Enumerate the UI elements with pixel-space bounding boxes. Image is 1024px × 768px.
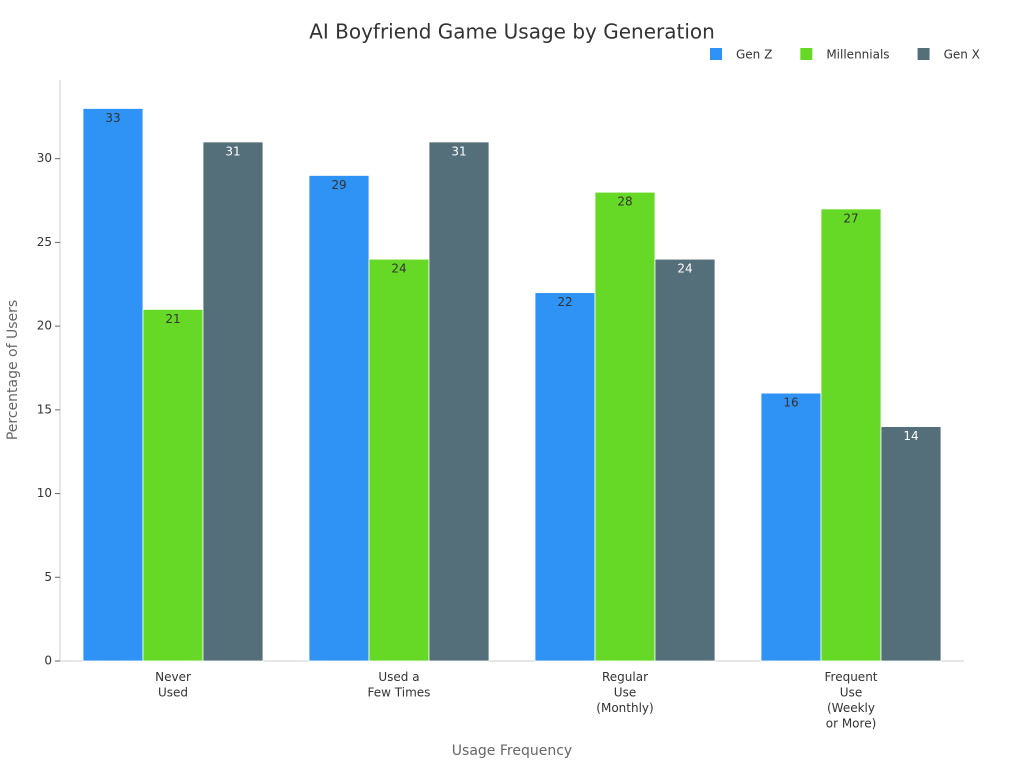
- value-label: 31: [451, 144, 466, 158]
- bar: [308, 175, 370, 662]
- x-axis-title: Usage Frequency: [452, 743, 572, 759]
- value-label: 31: [225, 144, 240, 158]
- legend-swatch: [710, 48, 722, 60]
- value-label: 16: [783, 396, 798, 410]
- legend-label: Gen Z: [736, 48, 772, 62]
- x-tick-label: Used a Few Times: [368, 670, 431, 700]
- legend-label: Gen X: [944, 48, 980, 62]
- value-label: 14: [903, 429, 918, 443]
- x-tick-label: Regular Use (Monthly): [596, 670, 653, 715]
- y-tick-label: 15: [37, 402, 52, 416]
- bar: [820, 208, 882, 662]
- y-tick-label: 10: [37, 486, 52, 500]
- value-label: 24: [677, 262, 692, 276]
- y-tick-label: 25: [37, 235, 52, 249]
- x-tick-label: Frequent Use (Weekly or More): [825, 670, 878, 731]
- y-tick-label: 20: [37, 319, 52, 333]
- bar: [368, 258, 430, 662]
- y-tick-label: 30: [37, 151, 52, 165]
- value-label: 21: [165, 312, 180, 326]
- x-tick-label: Never Used: [155, 670, 191, 700]
- bar: [594, 191, 656, 662]
- bar: [142, 308, 204, 662]
- legend-label: Millennials: [826, 48, 889, 62]
- value-label: 33: [105, 111, 120, 125]
- legend-swatch: [917, 48, 930, 60]
- value-label: 28: [617, 195, 632, 209]
- bar: [880, 426, 942, 662]
- y-axis-title: Percentage of Users: [5, 300, 21, 440]
- bar: [82, 108, 144, 662]
- value-label: 29: [331, 178, 346, 192]
- bar: [760, 392, 822, 662]
- legend-swatch: [800, 48, 813, 60]
- y-tick-label: 5: [44, 570, 52, 584]
- chart-title: AI Boyfriend Game Usage by Generation: [309, 20, 715, 44]
- y-tick-label: 0: [44, 654, 52, 668]
- value-label: 22: [557, 295, 572, 309]
- bar: [428, 141, 490, 662]
- bar: [534, 292, 596, 662]
- value-label: 27: [843, 211, 858, 225]
- bar: [654, 258, 716, 662]
- bar: [202, 141, 264, 662]
- value-label: 24: [391, 262, 406, 276]
